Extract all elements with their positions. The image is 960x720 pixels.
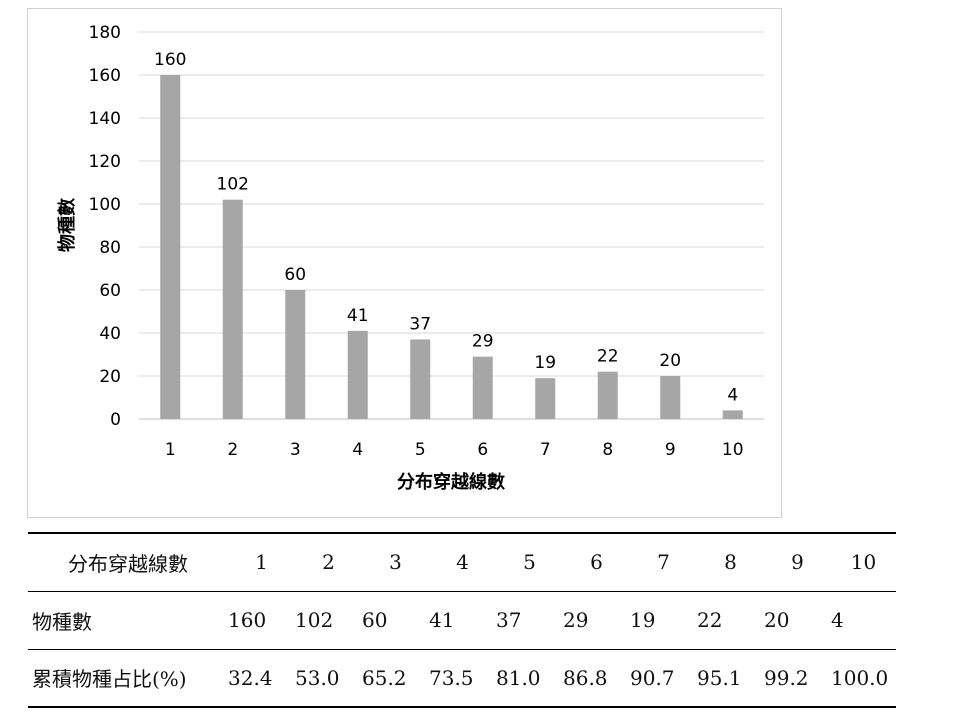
table-cell: 41 [429, 590, 496, 649]
table-row-header: 分布穿越線數 [28, 532, 228, 591]
table-row: 物種數 160 102 60 41 37 29 19 22 20 4 [28, 590, 896, 649]
table-cell: 9 [764, 532, 831, 591]
table-cell: 3 [362, 532, 429, 591]
y-tick-label: 140 [89, 109, 121, 129]
table-cell: 8 [697, 532, 764, 591]
table-row: 累積物種占比(%) 32.4 53.0 65.2 73.5 81.0 86.8 90.7 95.… [28, 648, 896, 708]
x-tick-label: 5 [415, 440, 426, 460]
data-label: 20 [659, 351, 681, 371]
y-axis-title: 物種數 [56, 198, 78, 252]
data-label: 37 [409, 314, 431, 334]
data-label: 60 [284, 265, 306, 285]
bar-chart: 0204060801001201401601801601102260341437… [56, 23, 764, 493]
table-cell: 7 [630, 532, 697, 591]
bar [410, 339, 431, 419]
table-cell: 90.7 [630, 648, 697, 708]
data-label: 41 [347, 306, 369, 326]
table-cell: 65.2 [362, 648, 429, 708]
data-label: 19 [534, 353, 556, 373]
table-cell: 73.5 [429, 648, 496, 708]
y-tick-label: 40 [99, 324, 121, 344]
bar [722, 410, 743, 419]
table-cell: 1 [228, 532, 295, 591]
y-tick-label: 120 [89, 152, 121, 172]
data-label: 29 [472, 332, 494, 352]
bar [472, 356, 493, 419]
table-cell: 86.8 [563, 648, 630, 708]
x-tick-label: 9 [665, 440, 676, 460]
y-tick-label: 20 [99, 367, 121, 387]
table-cell: 5 [496, 532, 563, 591]
x-tick-label: 3 [290, 440, 301, 460]
x-axis-title: 分布穿越線數 [397, 471, 505, 493]
table-cell: 99.2 [764, 648, 831, 708]
bar [535, 378, 556, 419]
y-tick-label: 0 [110, 410, 121, 430]
table-cell: 2 [295, 532, 362, 591]
y-tick-label: 60 [99, 281, 121, 301]
table-cell: 53.0 [295, 648, 362, 708]
x-tick-label: 7 [540, 440, 551, 460]
table-cell: 10 [831, 532, 896, 591]
table-cell: 32.4 [228, 648, 295, 708]
table-cell: 29 [563, 590, 630, 649]
table-cell: 102 [295, 590, 362, 649]
table-cell: 37 [496, 590, 563, 649]
table-row-header: 物種數 [28, 590, 228, 649]
bar [285, 290, 306, 419]
table-cell: 95.1 [697, 648, 764, 708]
y-tick-label: 100 [89, 195, 121, 215]
x-tick-label: 4 [352, 440, 363, 460]
table-row-header: 累積物種占比(%) [28, 648, 228, 708]
bar [160, 75, 181, 419]
x-tick-label: 1 [165, 440, 176, 460]
table-cell: 6 [563, 532, 630, 591]
x-tick-label: 6 [477, 440, 488, 460]
x-tick-label: 8 [602, 440, 613, 460]
y-tick-label: 180 [89, 23, 121, 43]
x-tick-label: 10 [722, 440, 744, 460]
data-table: 分布穿越線數 1 2 3 4 5 6 7 8 9 10 物種數 160 102 60 41 37 29 19 22 20… [28, 532, 896, 708]
table-row: 分布穿越線數 1 2 3 4 5 6 7 8 9 10 [28, 532, 896, 591]
table-cell: 100.0 [831, 648, 896, 708]
table-cell: 20 [764, 590, 831, 649]
bar [660, 376, 681, 419]
data-label: 160 [154, 50, 186, 70]
y-tick-label: 160 [89, 66, 121, 86]
chart-frame: 0 20 40 60 80 100 120 140 160 180 160 1 102 2 60 3 41 4 37… [27, 8, 782, 518]
table-cell: 60 [362, 590, 429, 649]
data-label: 102 [217, 175, 249, 195]
table-cell: 4 [429, 532, 496, 591]
data-label: 22 [597, 347, 619, 367]
table-cell: 160 [228, 590, 295, 649]
bar [597, 371, 618, 419]
y-tick-label: 80 [99, 238, 121, 258]
x-tick-label: 2 [227, 440, 238, 460]
table-cell: 22 [697, 590, 764, 649]
table-cell: 19 [630, 590, 697, 649]
data-label: 4 [727, 385, 738, 405]
table-cell: 4 [831, 590, 896, 649]
table-cell: 81.0 [496, 648, 563, 708]
bar [222, 199, 243, 419]
bar [347, 330, 368, 419]
